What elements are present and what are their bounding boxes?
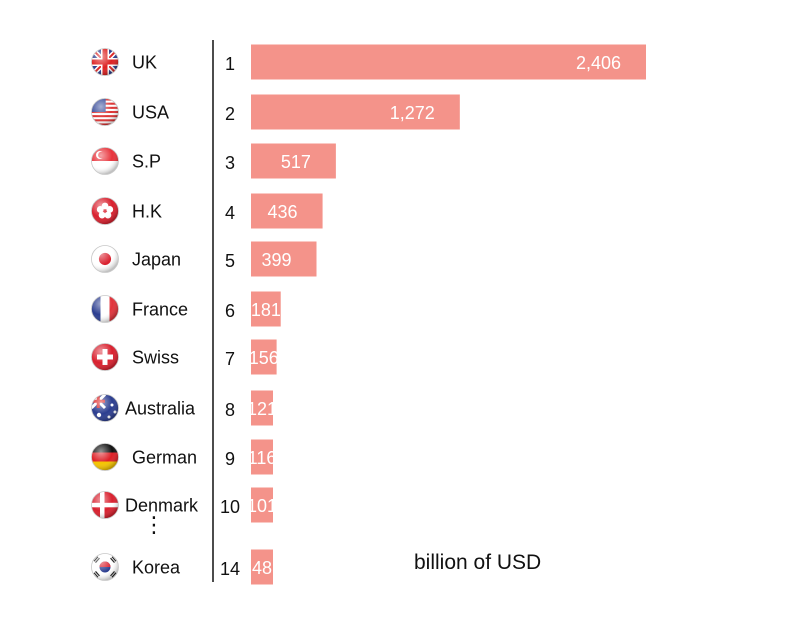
bar-row: Australia 8 121 [91, 390, 277, 426]
unit-label: billion of USD [414, 551, 542, 574]
gap-ellipsis: ⋮ [143, 512, 165, 537]
singapore-flag-icon [91, 147, 119, 175]
bar [251, 193, 323, 229]
usa-flag-icon [91, 98, 119, 126]
japan-flag-icon [91, 245, 119, 273]
germany-flag-icon [91, 443, 119, 471]
category-label: USA [132, 103, 169, 123]
value-label: 2,406 [576, 53, 621, 73]
bar [251, 44, 646, 80]
rank-label: 9 [225, 449, 235, 469]
bar-row: Swiss 7 156 [91, 339, 279, 375]
australia-flag-icon [91, 394, 119, 422]
swiss-flag-icon [91, 343, 119, 371]
bar [251, 94, 460, 130]
bar [251, 390, 273, 426]
value-label: 48 [252, 558, 272, 578]
bar [251, 439, 273, 475]
rank-label: 5 [225, 251, 235, 271]
category-label: S.P [132, 152, 161, 172]
category-label: Swiss [132, 348, 179, 368]
hong-kong-flag-icon [91, 197, 119, 225]
rank-label: 8 [225, 400, 235, 420]
category-label: Korea [132, 558, 181, 578]
value-label: 121 [247, 399, 277, 419]
rank-label: 14 [220, 559, 240, 579]
rank-label: 7 [225, 349, 235, 369]
bar-row: H.K 4 436 [91, 193, 323, 229]
uk-flag-icon [91, 48, 119, 76]
rank-label: 4 [225, 203, 235, 223]
bar-row: Korea 14 48 [91, 549, 273, 585]
denmark-flag-icon [91, 491, 119, 519]
rank-label: 10 [220, 497, 240, 517]
bar [251, 549, 273, 585]
bar-row: German 9 116 [91, 439, 277, 475]
bar-row: S.P 3 517 [91, 143, 336, 179]
rank-label: 3 [225, 153, 235, 173]
bar [251, 143, 336, 179]
value-label: 1,272 [390, 103, 435, 123]
category-label: Denmark [125, 496, 199, 516]
category-label: Australia [125, 399, 196, 419]
category-label: H.K [132, 202, 162, 222]
category-label: German [132, 448, 197, 468]
korea-flag-icon [91, 553, 119, 581]
rank-label: 1 [225, 54, 235, 74]
france-flag-icon [91, 295, 119, 323]
bar [251, 241, 317, 277]
rank-label: 2 [225, 104, 235, 124]
bar-row: Japan 5 399 [91, 241, 317, 277]
value-label: 181 [251, 300, 281, 320]
category-label: France [132, 300, 188, 320]
value-label: 436 [268, 202, 298, 222]
bar-row: UK 1 2,406 [91, 44, 646, 80]
bar [251, 339, 277, 375]
value-label: 156 [249, 348, 279, 368]
bar-row: France 6 181 [91, 291, 281, 327]
rank-label: 6 [225, 301, 235, 321]
value-label: 116 [248, 448, 277, 468]
value-label: 101 [247, 496, 277, 516]
bar [251, 291, 281, 327]
value-label: 517 [281, 152, 311, 172]
bar-row: Denmark 10 101 [91, 487, 277, 523]
category-label: UK [132, 53, 157, 73]
category-label: Japan [132, 250, 181, 270]
value-label: 399 [261, 250, 291, 270]
bar-row: USA 2 1,272 [91, 94, 460, 130]
bar [251, 487, 273, 523]
